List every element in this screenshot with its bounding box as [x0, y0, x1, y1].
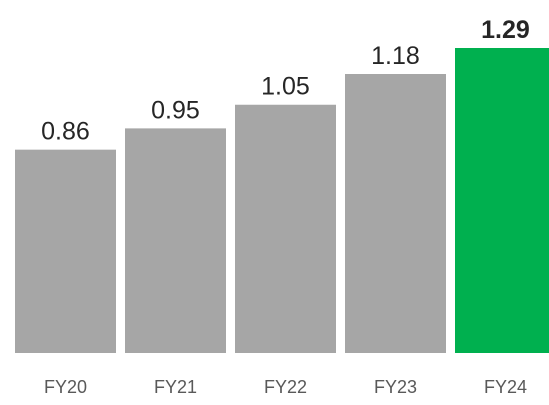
bar-fy21	[125, 128, 226, 353]
bar-fy24	[455, 48, 549, 353]
value-label-fy20: 0.86	[41, 118, 90, 146]
bar-fy23	[345, 74, 446, 353]
x-tick-fy20: FY20	[44, 377, 87, 397]
value-label-fy23: 1.18	[371, 42, 420, 70]
x-axis-tick-labels: FY20 FY21 FY22 FY23 FY24	[44, 377, 527, 397]
value-label-fy24: 1.29	[481, 16, 530, 44]
bar-group	[15, 48, 549, 353]
x-tick-fy24: FY24	[484, 377, 527, 397]
x-tick-fy21: FY21	[154, 377, 197, 397]
x-tick-fy23: FY23	[374, 377, 417, 397]
value-label-fy22: 1.05	[261, 73, 310, 101]
bar-fy20	[15, 149, 116, 353]
bar-fy22	[235, 104, 336, 353]
value-label-group: 0.86 0.95 1.05 1.18 1.29	[41, 16, 530, 146]
x-tick-fy22: FY22	[264, 377, 307, 397]
value-label-fy21: 0.95	[151, 96, 200, 124]
